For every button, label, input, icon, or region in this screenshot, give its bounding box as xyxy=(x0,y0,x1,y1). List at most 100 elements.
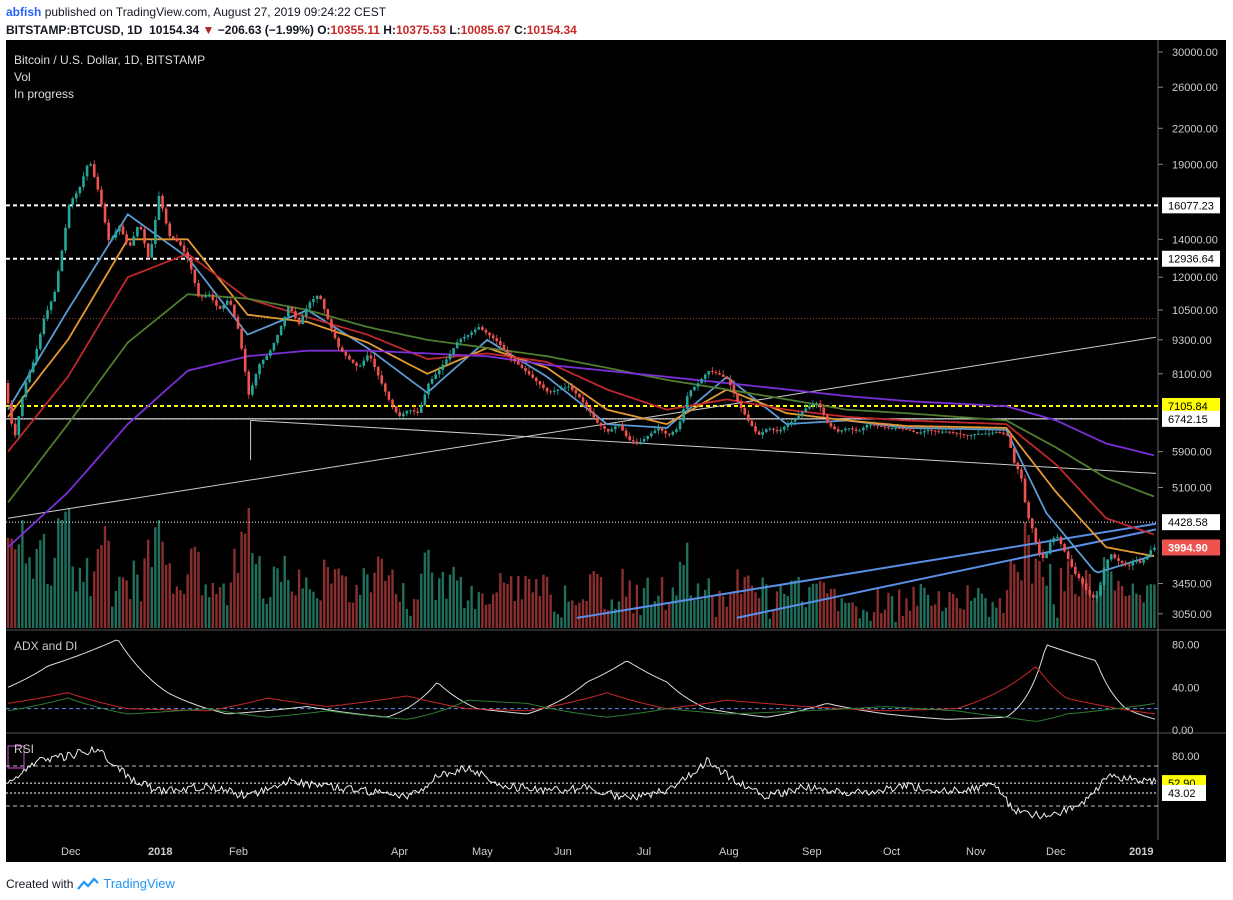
candle-body xyxy=(1102,568,1106,586)
candle-body xyxy=(53,291,57,302)
volume-bar xyxy=(894,621,897,628)
volume-bar xyxy=(840,598,843,628)
candle-body xyxy=(520,364,524,368)
candle-body xyxy=(883,426,887,428)
candle-body xyxy=(858,430,862,432)
candle-body xyxy=(348,355,351,360)
candle-body xyxy=(304,308,308,317)
candle-body xyxy=(394,405,398,413)
volume-bar xyxy=(251,553,254,628)
volume-bar xyxy=(693,600,696,628)
volume-bar xyxy=(391,569,394,628)
volume-bar xyxy=(226,605,229,628)
high-value: 10375.53 xyxy=(395,23,446,37)
volume-bar xyxy=(560,617,563,628)
candle-body xyxy=(887,427,890,429)
volume-bar xyxy=(966,585,969,628)
volume-bar xyxy=(247,508,250,628)
candle-body xyxy=(534,377,538,382)
candle-body xyxy=(434,374,437,379)
volume-bar xyxy=(344,576,348,628)
price-tick-label: 9300.00 xyxy=(1172,335,1212,347)
volume-bar xyxy=(912,586,915,628)
candle-body xyxy=(847,428,851,430)
candle-body xyxy=(1099,585,1102,596)
volume-bar xyxy=(1138,594,1142,628)
candle-body xyxy=(750,420,754,427)
time-axis-label: Jul xyxy=(637,846,651,858)
volume-bar xyxy=(1110,571,1113,628)
volume-bar xyxy=(1124,596,1127,628)
candle-body xyxy=(1056,536,1059,538)
moving-average-line xyxy=(7,349,1155,548)
candle-body xyxy=(851,428,854,430)
volume-bar xyxy=(420,573,423,628)
candle-body xyxy=(121,226,125,235)
volume-bar xyxy=(323,559,326,628)
candle-body xyxy=(470,332,473,335)
candle-body xyxy=(977,433,980,435)
volume-bar xyxy=(675,595,678,628)
candle-body xyxy=(897,427,901,429)
volume-bar xyxy=(851,602,854,628)
candle-body xyxy=(754,426,757,432)
candle-body xyxy=(243,348,247,372)
price-tick-label: 5100.00 xyxy=(1172,482,1212,494)
candle-body xyxy=(678,421,682,430)
volume-bar xyxy=(398,601,401,628)
candle-body xyxy=(707,370,711,375)
candle-body xyxy=(200,296,204,298)
volume-bar xyxy=(585,600,588,628)
volume-bar xyxy=(103,526,107,628)
volume-bar xyxy=(333,569,337,628)
candle-body xyxy=(258,364,261,375)
volume-bar xyxy=(28,557,31,628)
volume-bar xyxy=(797,576,800,628)
volume-bar xyxy=(933,604,937,628)
volume-bar xyxy=(596,574,599,628)
candle-body xyxy=(682,408,685,422)
volume-bar xyxy=(172,593,175,628)
candle-body xyxy=(67,204,71,228)
price-chart[interactable]: 30000.00 26000.00 22000.00 19000.00 14000.00… xyxy=(6,40,1226,862)
chart-area[interactable]: 30000.00 26000.00 22000.00 19000.00 14000.00… xyxy=(6,40,1226,862)
candle-body xyxy=(1095,595,1099,598)
volume-bar xyxy=(1034,558,1038,628)
legend: ADX and DI RSI Bitcoin / U.S. Dollar, 1D, … xyxy=(14,53,205,756)
tradingview-link[interactable]: TradingView xyxy=(103,876,175,891)
volume-bar xyxy=(222,583,225,628)
candle-body xyxy=(207,294,211,296)
volume-bar xyxy=(139,601,143,628)
volume-bar xyxy=(653,601,657,628)
rsi-label-box xyxy=(1162,784,1206,801)
candle-body xyxy=(527,371,531,375)
candle-body xyxy=(926,429,930,432)
publisher-name[interactable]: abfish xyxy=(6,5,42,19)
candle-body xyxy=(703,374,707,379)
candle-body xyxy=(761,432,764,435)
volume-bar xyxy=(768,618,772,628)
time-axis-label: Apr xyxy=(391,846,408,858)
volume-bar xyxy=(718,590,721,628)
candle-body xyxy=(1016,462,1020,470)
candle-body xyxy=(6,383,10,404)
candle-body xyxy=(340,347,344,352)
price-tick-label: 10500.00 xyxy=(1172,305,1218,317)
volume-bar xyxy=(916,605,919,628)
volume-bar xyxy=(858,618,861,628)
candle-body xyxy=(1066,551,1070,559)
price-label-box xyxy=(1162,197,1220,214)
candle-body xyxy=(1030,518,1034,529)
volume-bar xyxy=(628,580,631,628)
volume-bar xyxy=(1099,581,1102,628)
volume-bar xyxy=(531,592,534,628)
volume-bar xyxy=(315,598,319,628)
candle-body xyxy=(1074,566,1077,574)
volume-bar xyxy=(898,589,901,628)
volume-bar xyxy=(991,601,994,628)
candle-body xyxy=(1135,560,1138,562)
footer: Created with TradingView xyxy=(6,876,175,891)
volume-bar xyxy=(243,533,247,628)
candle-body xyxy=(933,430,937,432)
candle-body xyxy=(951,432,955,434)
